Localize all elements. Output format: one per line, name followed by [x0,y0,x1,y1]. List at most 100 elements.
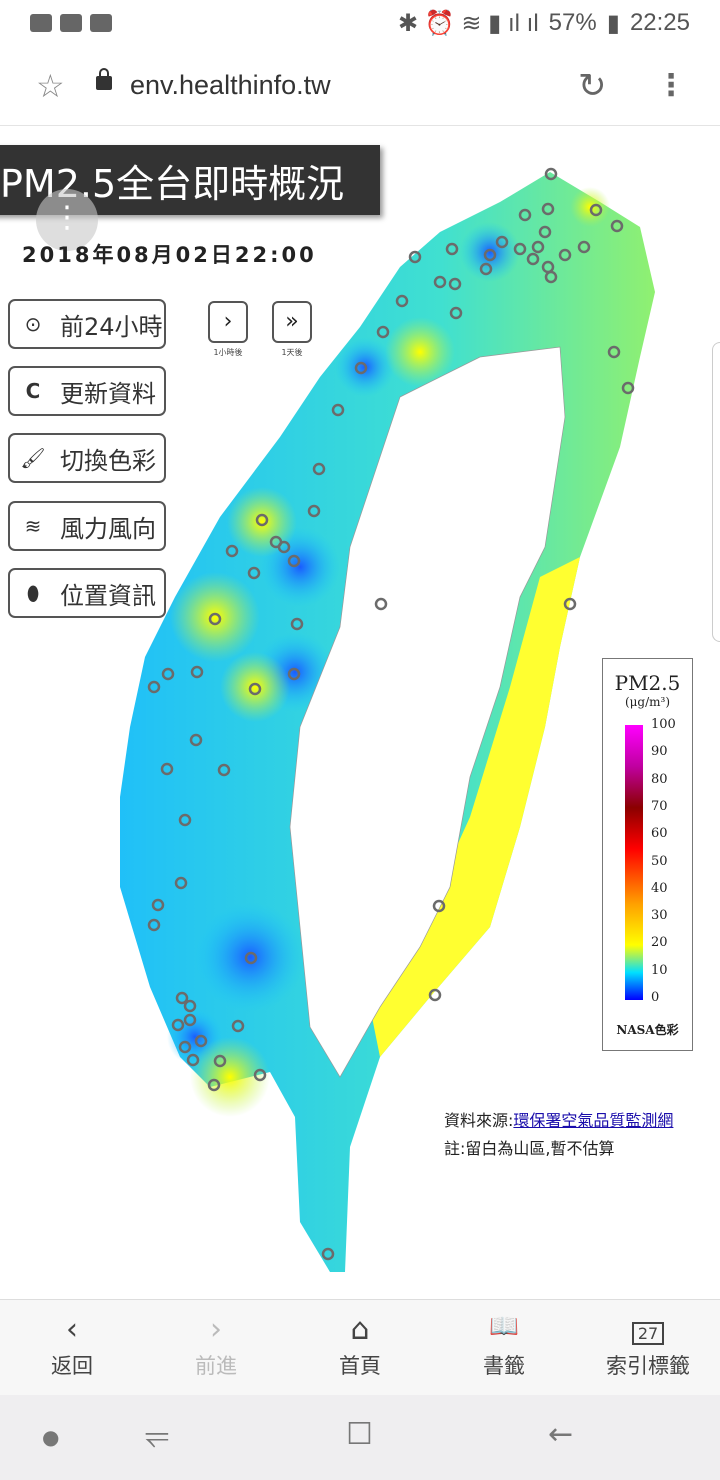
station-marker[interactable] [174,876,188,890]
station-marker[interactable] [175,991,189,1005]
station-marker[interactable] [621,381,635,395]
next-hour-button[interactable]: › [208,301,248,343]
data-timestamp: 2018年08月02日22:00 [22,243,317,267]
overflow-menu-button[interactable]: ⋮ [36,189,98,251]
station-marker[interactable] [610,219,624,233]
station-marker[interactable] [207,1078,221,1092]
station-marker[interactable] [147,918,161,932]
legend-title: PM2.5 [614,671,681,695]
station-marker[interactable] [589,203,603,217]
station-marker[interactable] [433,275,447,289]
station-marker[interactable] [538,225,552,239]
station-marker[interactable] [151,898,165,912]
next-day-label: 1天後 [281,348,303,357]
station-marker[interactable] [161,667,175,681]
scrollbar[interactable] [712,342,720,642]
station-marker[interactable] [374,597,388,611]
station-marker[interactable] [287,554,301,568]
pulse-icon [90,14,112,32]
refresh-data-button[interactable]: C 更新資料 [8,366,166,416]
back-button[interactable]: ‹ 返回 [0,1300,144,1395]
legend-tick: 50 [651,853,668,869]
back-arrow-icon[interactable]: ← [548,1417,574,1452]
station-marker[interactable] [253,1068,267,1082]
station-marker[interactable] [186,1053,200,1067]
station-marker[interactable] [247,566,261,580]
station-marker[interactable] [428,988,442,1002]
station-marker[interactable] [147,680,161,694]
legend-tick: 80 [651,771,668,787]
station-marker[interactable] [395,294,409,308]
station-marker[interactable] [287,667,301,681]
station-marker[interactable] [479,262,493,276]
station-marker[interactable] [231,1019,245,1033]
legend-tick: 60 [651,826,668,842]
station-marker[interactable] [321,1247,335,1261]
station-marker[interactable] [577,240,591,254]
station-marker[interactable] [217,763,231,777]
station-marker[interactable] [194,1034,208,1048]
station-marker[interactable] [183,1013,197,1027]
switch-color-button[interactable]: 🖌 切換色彩 [8,433,166,483]
station-marker[interactable] [290,617,304,631]
bookmarks-button[interactable]: 📖 書籤 [432,1300,576,1395]
home-square-icon[interactable]: ☐ [346,1417,373,1452]
recents-icon[interactable]: ⥫ [145,1417,169,1452]
station-marker[interactable] [558,248,572,262]
station-marker[interactable] [531,240,545,254]
station-marker[interactable] [495,235,509,249]
bookmark-star-icon[interactable]: ☆ [36,66,65,105]
station-marker[interactable] [160,762,174,776]
wind-direction-button[interactable]: ≋ 風力風向 [8,501,166,551]
location-info-button[interactable]: ⬮ 位置資訊 [8,568,166,618]
source-link[interactable]: 環保署空氣品質監測網 [513,1111,674,1130]
station-marker[interactable] [607,345,621,359]
forward-button[interactable]: › 前進 [144,1300,288,1395]
url-field[interactable]: env.healthinfo.tw [130,70,331,100]
station-marker[interactable] [208,612,222,626]
next-day-button[interactable]: » [272,301,312,343]
paintbrush-icon: 🖌 [20,446,46,470]
reload-icon[interactable]: ↻ [578,65,607,106]
station-marker[interactable] [408,250,422,264]
station-marker[interactable] [312,462,326,476]
station-marker[interactable] [513,242,527,256]
station-marker[interactable] [445,242,459,256]
station-marker[interactable] [178,813,192,827]
station-marker[interactable] [376,325,390,339]
more-menu-icon[interactable]: ⋮ [656,68,686,103]
station-marker[interactable] [190,665,204,679]
station-marker[interactable] [244,951,258,965]
tabs-button[interactable]: 27 索引標籤 [576,1300,720,1395]
station-marker[interactable] [178,1040,192,1054]
station-marker[interactable] [213,1054,227,1068]
station-marker[interactable] [183,999,197,1013]
previous-24h-button[interactable]: ⊙ 前24小時 [8,299,166,349]
station-marker[interactable] [544,270,558,284]
station-marker[interactable] [331,403,345,417]
station-marker[interactable] [518,208,532,222]
station-marker[interactable] [225,544,239,558]
taiwan-pm25-map[interactable] [0,127,720,1299]
station-marker[interactable] [563,597,577,611]
battery-level: 57% [548,9,597,36]
station-marker[interactable] [544,167,558,181]
button-label: 風力風向 [60,514,156,543]
station-marker[interactable] [354,361,368,375]
station-marker[interactable] [171,1018,185,1032]
station-marker[interactable] [255,513,269,527]
station-marker[interactable] [189,733,203,747]
tab-count: 27 [631,1322,665,1345]
station-marker[interactable] [483,248,497,262]
station-marker[interactable] [277,540,291,554]
home-button[interactable]: ⌂ 首頁 [288,1300,432,1395]
station-marker[interactable] [541,202,555,216]
station-marker[interactable] [449,306,463,320]
station-marker[interactable] [448,277,462,291]
station-marker[interactable] [307,504,321,518]
station-marker[interactable] [248,682,262,696]
station-marker[interactable] [526,252,540,266]
station-marker[interactable] [432,899,446,913]
legend-tick: 10 [651,962,668,978]
nav-label: 返回 [51,1354,93,1378]
